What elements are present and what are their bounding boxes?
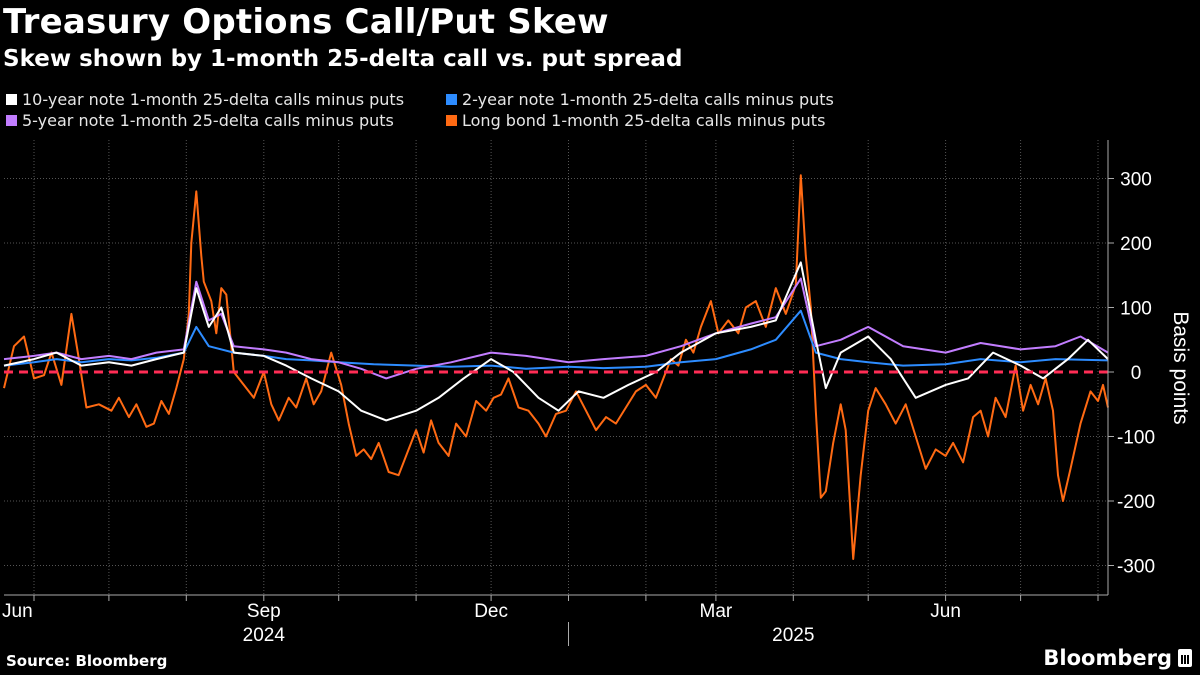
legend-swatch-5-year	[6, 115, 17, 126]
legend-item-2-year: 2-year note 1-month 25-delta calls minus…	[446, 90, 834, 110]
x-tick-label: Mar	[700, 601, 733, 622]
x-tick-label: Jun	[2, 601, 33, 622]
y-tick-label: 0	[1131, 363, 1142, 384]
y-axis-title: Basis points	[1169, 311, 1192, 424]
y-tick-label: 300	[1120, 170, 1152, 191]
y-tick-label: 200	[1120, 234, 1152, 255]
x-year-label: 2025	[772, 625, 814, 646]
y-tick-label: -100	[1117, 428, 1155, 449]
legend-label-2-year: 2-year note 1-month 25-delta calls minus…	[462, 90, 834, 109]
bloomberg-terminal-icon	[1178, 649, 1192, 667]
chart-title: Treasury Options Call/Put Skew	[3, 2, 609, 42]
legend-label-10-year: 10-year note 1-month 25-delta calls minu…	[22, 90, 405, 109]
series-line	[3, 309, 1109, 370]
legend-item-5-year: 5-year note 1-month 25-delta calls minus…	[6, 111, 394, 131]
x-tick-label: Sep	[247, 601, 281, 622]
legend-label-5-year: 5-year note 1-month 25-delta calls minus…	[22, 111, 394, 130]
bloomberg-logo-text: Bloomberg	[1043, 646, 1172, 670]
series-line	[3, 277, 1109, 380]
bloomberg-logo: Bloomberg	[1043, 646, 1192, 670]
y-tick-label: 100	[1120, 299, 1152, 320]
legend-item-10-year: 10-year note 1-month 25-delta calls minu…	[6, 90, 404, 110]
chart-subtitle: Skew shown by 1-month 25-delta call vs. …	[3, 46, 683, 72]
x-tick-label: Dec	[474, 601, 508, 622]
legend-swatch-long-bond	[446, 115, 457, 126]
legend-swatch-2-year	[446, 94, 457, 105]
x-year-label: 2024	[243, 625, 286, 646]
y-tick-label: -200	[1117, 492, 1155, 513]
series-line	[3, 261, 1109, 422]
legend-item-long-bond: Long bond 1-month 25-delta calls minus p…	[446, 111, 825, 131]
x-tick-label: Jun	[930, 601, 961, 622]
series-line	[3, 174, 1109, 560]
legend-swatch-10-year	[6, 94, 17, 105]
y-tick-label: -300	[1117, 557, 1155, 578]
source-note: Source: Bloomberg	[6, 652, 168, 670]
legend-label-long-bond: Long bond 1-month 25-delta calls minus p…	[462, 111, 826, 130]
